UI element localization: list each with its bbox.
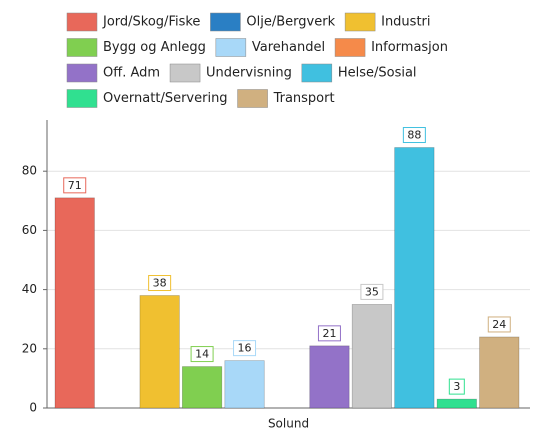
y-tick-label: 60 xyxy=(22,223,37,237)
value-label-box xyxy=(63,177,87,194)
legend-label: Overnatt/Servering xyxy=(103,91,228,106)
value-label: 3 xyxy=(453,380,460,393)
legend-label: Varehandel xyxy=(252,40,325,55)
value-label: 16 xyxy=(238,342,252,355)
legend-label: Bygg og Anlegg xyxy=(103,40,206,55)
y-tick-label: 40 xyxy=(22,282,37,296)
legend-item: Off. Adm xyxy=(66,63,160,83)
value-label-box xyxy=(148,275,172,292)
value-label: 88 xyxy=(407,129,421,142)
value-label: 21 xyxy=(322,327,336,340)
y-tick-label: 0 xyxy=(29,401,37,415)
legend-item: Overnatt/Servering xyxy=(66,89,228,108)
bar xyxy=(54,197,95,409)
legend-item: Olje/Bergverk xyxy=(210,12,336,32)
legend-item: Bygg og Anlegg xyxy=(66,38,206,57)
value-label-box xyxy=(233,340,257,357)
legend-swatch xyxy=(169,63,201,83)
y-tick-label: 20 xyxy=(22,341,37,355)
legend-swatch xyxy=(237,89,268,108)
legend-swatch xyxy=(344,12,376,32)
bar xyxy=(139,295,180,409)
legend-item: Industri xyxy=(344,12,431,32)
legend-swatch xyxy=(301,63,333,83)
legend-swatch xyxy=(66,38,98,57)
value-label-box xyxy=(317,325,341,342)
legend-item: Varehandel xyxy=(215,38,325,57)
legend-label: Helse/Sosial xyxy=(338,66,417,81)
bar xyxy=(394,147,435,409)
bar xyxy=(351,304,392,409)
legend-label: Olje/Bergverk xyxy=(246,15,335,30)
value-label-box xyxy=(190,346,214,363)
bar xyxy=(479,336,520,409)
legend-swatch xyxy=(66,12,98,32)
legend-label: Transport xyxy=(273,91,335,106)
legend-swatch xyxy=(66,63,98,83)
legend-label: Undervisning xyxy=(206,66,292,81)
legend-label: Industri xyxy=(381,15,430,30)
legend-item: Jord/Skog/Fiske xyxy=(66,12,200,32)
value-label: 35 xyxy=(365,285,379,298)
legend-swatch xyxy=(334,38,366,57)
legend-item: Transport xyxy=(237,89,335,108)
bar xyxy=(309,345,350,409)
bar xyxy=(436,398,477,409)
legend-label: Off. Adm xyxy=(103,66,160,81)
legend-swatch xyxy=(215,38,247,57)
value-label-box xyxy=(448,378,465,395)
legend-label: Jord/Skog/Fiske xyxy=(102,15,200,30)
value-label: 24 xyxy=(492,318,506,331)
value-label: 14 xyxy=(195,348,209,361)
legend-swatch xyxy=(66,89,98,108)
legend-item: Informasjon xyxy=(334,38,448,57)
value-label: 71 xyxy=(68,179,82,192)
value-label: 38 xyxy=(153,277,167,290)
legend-label: Informasjon xyxy=(371,40,448,55)
value-label-box xyxy=(402,127,426,144)
bar xyxy=(224,360,265,409)
legend-item: Undervisning xyxy=(169,63,292,83)
legend-swatch xyxy=(210,12,241,32)
y-tick-label: 80 xyxy=(22,164,37,178)
legend-item: Helse/Sosial xyxy=(301,63,417,83)
x-tick-label: Solund xyxy=(268,417,309,430)
bar xyxy=(182,366,223,409)
value-label-box xyxy=(360,283,384,300)
value-label-box xyxy=(487,316,511,333)
